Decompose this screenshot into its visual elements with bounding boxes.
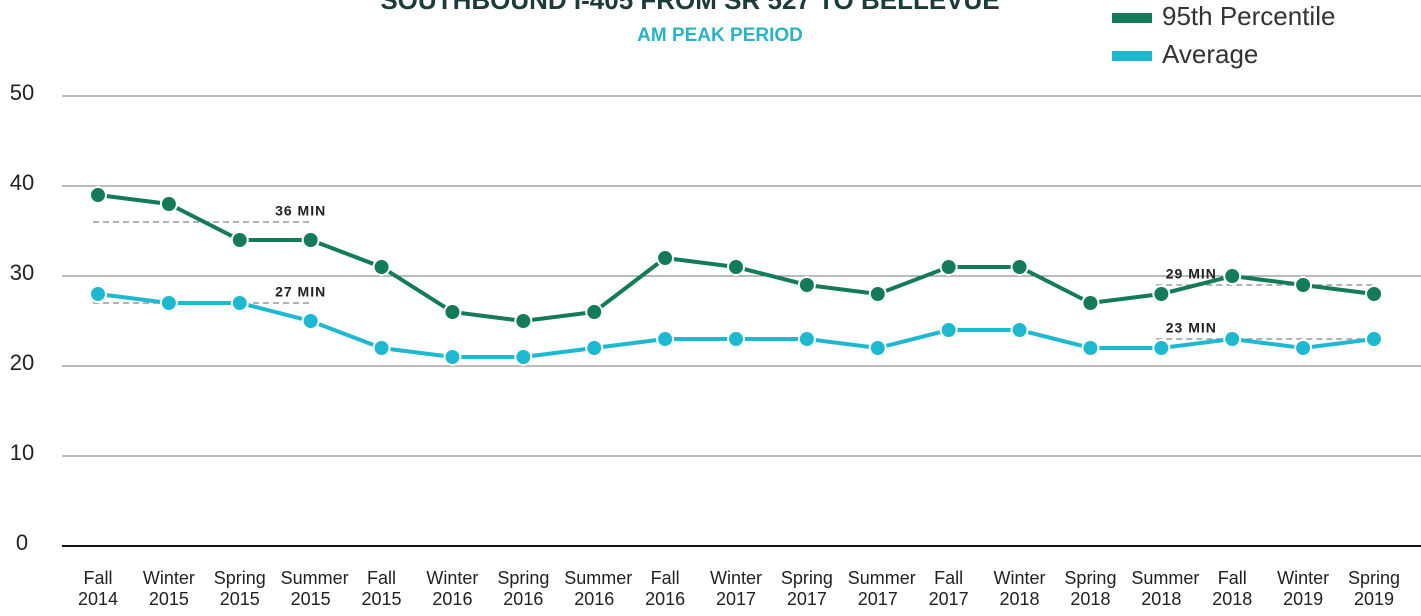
y-tick-label: 10 [10,440,34,465]
data-point [301,312,320,330]
data-point [585,303,604,321]
chart-title: SOUTHBOUND I-405 FROM SR 527 TO BELLEVUE [380,0,999,15]
data-point [1223,267,1242,285]
data-point [868,285,887,303]
data-point [159,195,178,213]
annotation-label: 27 MIN [275,284,326,300]
data-point [443,348,462,366]
legend-label: Average [1162,39,1258,69]
x-tick-label: Winter 2019 [1277,568,1330,609]
annotation-label: 23 MIN [1166,320,1217,336]
legend-swatch [1112,13,1152,23]
legend-swatch [1112,51,1152,61]
data-point [89,285,107,303]
data-point [939,321,958,339]
chart-subtitle: AM PEAK PERIOD [637,25,803,46]
x-tick-label: Spring 2015 [213,568,266,609]
annotation-label: 29 MIN [1166,266,1217,282]
data-point [1152,339,1171,357]
data-point [939,258,958,276]
y-tick-label: 30 [10,260,34,285]
data-point [727,258,745,276]
x-tick-label: Spring 2016 [497,568,550,609]
data-point [230,231,249,249]
annotation-label: 36 MIN [275,203,326,219]
data-point [1010,321,1029,339]
data-point [1152,285,1171,303]
data-point [1010,258,1029,276]
legend-label: 95th Percentile [1162,1,1335,31]
x-tick-label: Summer 2018 [1131,568,1200,609]
x-tick-label: Fall 2014 [77,568,119,609]
x-tick-label: Summer 2016 [564,568,633,609]
y-tick-label: 50 [10,80,34,105]
data-point [159,294,178,312]
data-point [1365,285,1383,303]
data-point [868,339,887,357]
x-tick-label: Winter 2016 [426,568,479,609]
data-point [443,303,462,321]
x-tick-label: Spring 2018 [1064,568,1117,609]
x-tick-label: Fall 2018 [1212,568,1253,609]
x-tick-label: Fall 2016 [645,568,686,609]
data-point [89,186,107,204]
y-tick-label: 0 [16,530,28,555]
x-tick-label: Winter 2015 [142,568,195,609]
y-tick-label: 20 [10,350,34,375]
data-point [1081,294,1100,312]
data-point [727,330,745,348]
data-point [1081,339,1100,357]
y-tick-label: 40 [10,170,34,195]
x-tick-label: Spring 2017 [780,568,833,609]
data-point [372,339,391,357]
x-tick-label: Winter 2018 [993,568,1046,609]
data-point [372,258,391,276]
data-point [656,249,675,267]
data-point [656,330,675,348]
data-point [1294,339,1313,357]
data-point [797,276,816,294]
data-point [585,339,604,357]
data-point [1223,330,1242,348]
x-tick-label: Summer 2017 [847,568,916,609]
data-point [230,294,249,312]
data-point [1294,276,1313,294]
data-point [514,312,533,330]
data-point [1365,330,1383,348]
x-tick-label: Spring 2019 [1347,568,1401,609]
data-point [514,348,533,366]
data-point [797,330,816,348]
data-point [301,231,320,249]
x-tick-label: Fall 2015 [361,568,402,609]
x-tick-label: Fall 2017 [928,568,969,609]
x-tick-label: Summer 2015 [280,568,349,609]
x-tick-label: Winter 2017 [709,568,762,609]
